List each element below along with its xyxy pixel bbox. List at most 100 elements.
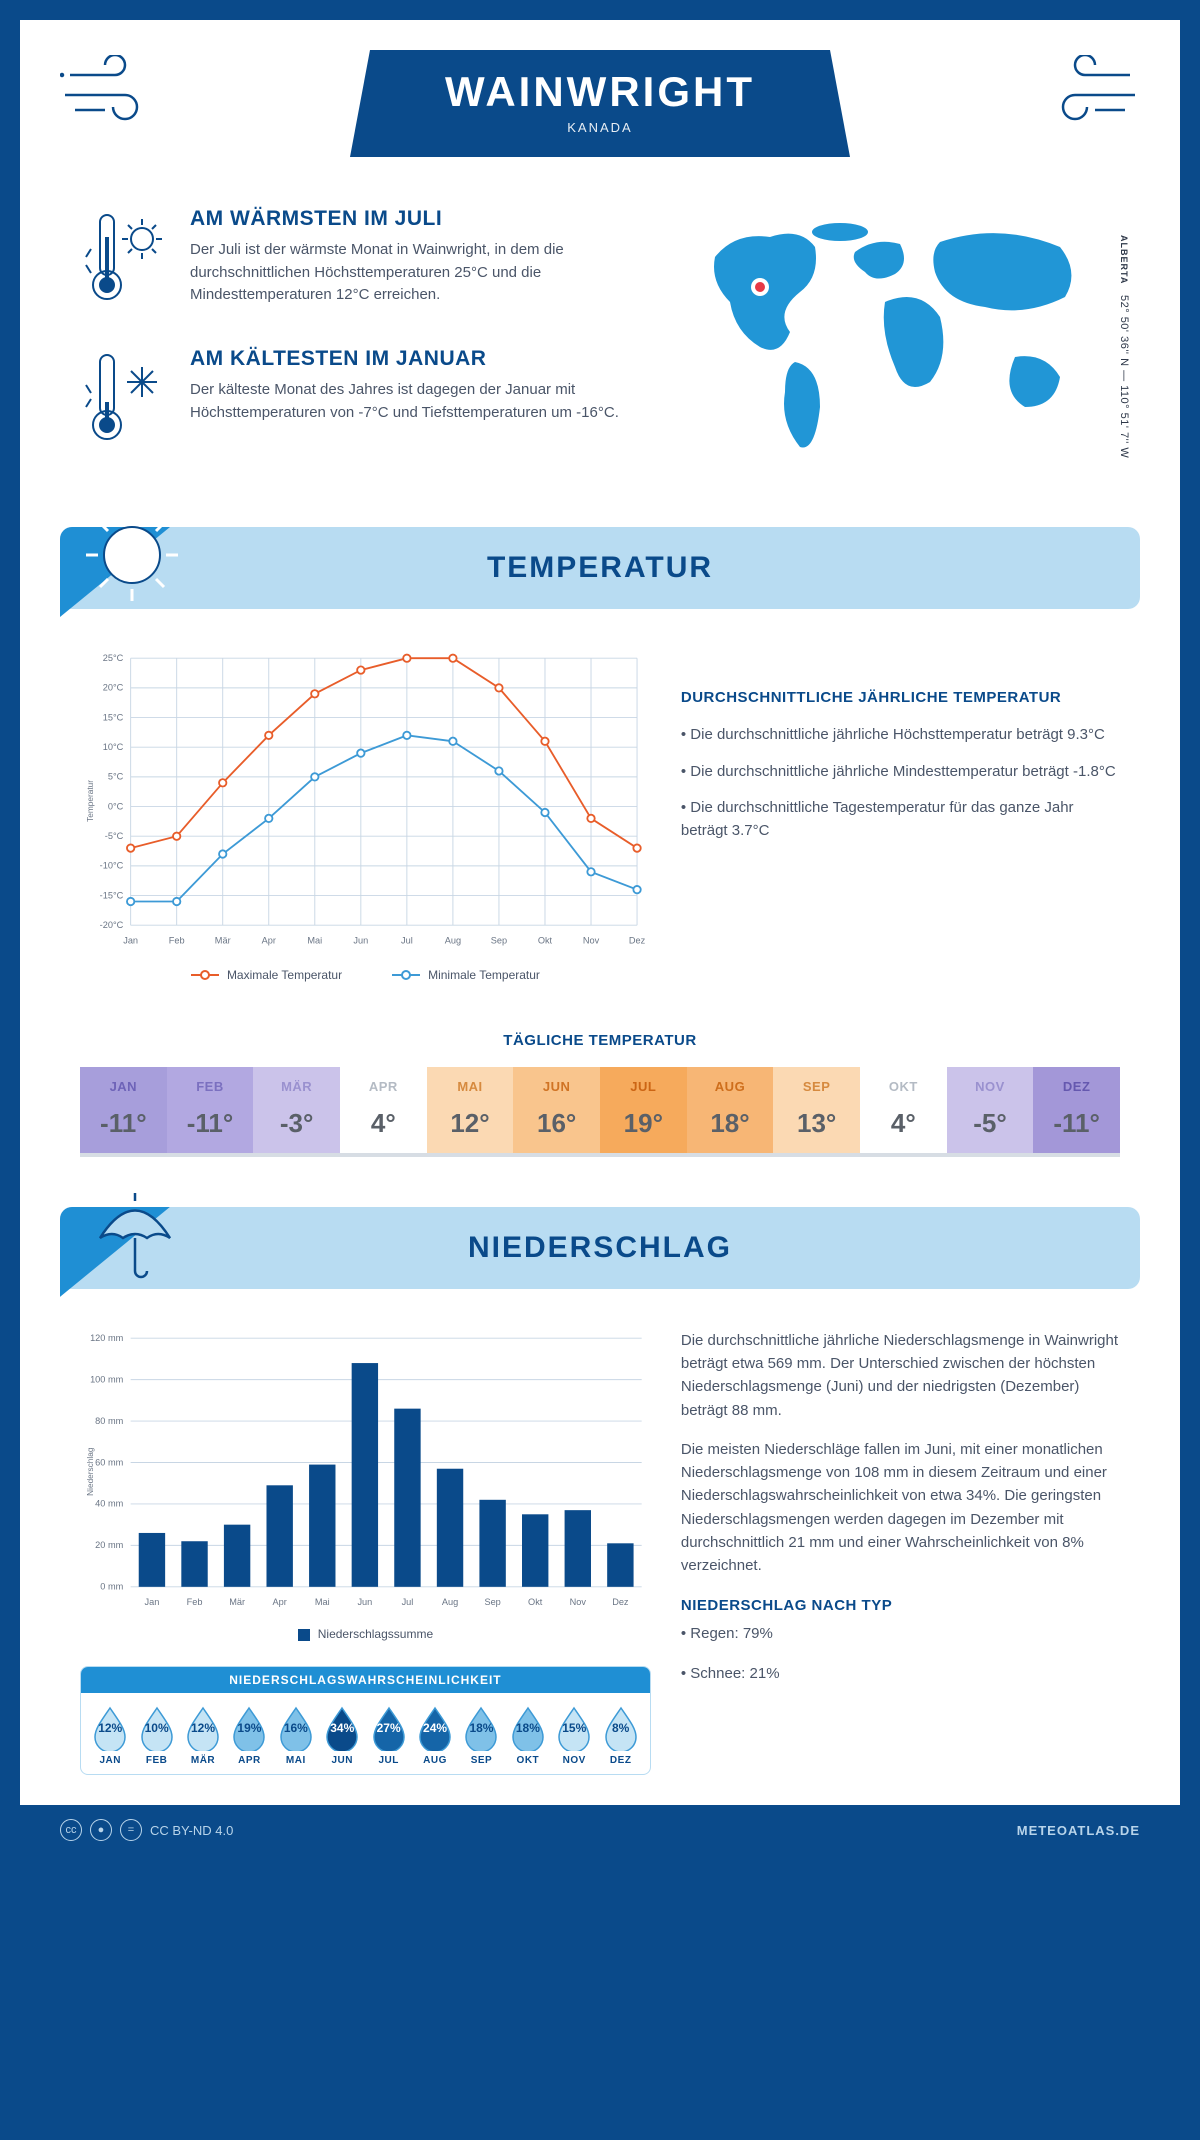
daily-cell: JUL19°	[600, 1067, 687, 1153]
daily-cell: NOV-5°	[947, 1067, 1034, 1153]
coldest-text: Der kälteste Monat des Jahres ist dagege…	[190, 379, 630, 424]
by-icon: ●	[90, 1819, 112, 1841]
wind-icon	[1040, 55, 1140, 140]
probability-box: NIEDERSCHLAGSWAHRSCHEINLICHKEIT 12% JAN …	[80, 1666, 651, 1775]
daily-cell: OKT4°	[860, 1067, 947, 1153]
probability-cell: 27% JUL	[365, 1705, 411, 1766]
svg-text:Jun: Jun	[353, 936, 368, 946]
nd-icon: =	[120, 1819, 142, 1841]
footer: cc ● = CC BY-ND 4.0 METEOATLAS.DE	[20, 1805, 1180, 1855]
svg-text:Jul: Jul	[402, 1597, 414, 1607]
cc-icon: cc	[60, 1819, 82, 1841]
svg-text:Mär: Mär	[215, 936, 231, 946]
coordinates: ALBERTA 52° 50' 36'' N — 110° 51' 7'' W	[1118, 207, 1130, 487]
wind-icon	[60, 55, 160, 140]
probability-cell: 18% OKT	[505, 1705, 551, 1766]
svg-text:Okt: Okt	[538, 936, 553, 946]
svg-text:40 mm: 40 mm	[95, 1499, 123, 1509]
daily-cell: AUG18°	[687, 1067, 774, 1153]
svg-text:Okt: Okt	[528, 1597, 543, 1607]
svg-text:Dez: Dez	[612, 1597, 629, 1607]
warmest-fact: AM WÄRMSTEN IM JULI Der Juli ist der wär…	[80, 207, 630, 312]
daily-temp-title: TÄGLICHE TEMPERATUR	[20, 1032, 1180, 1049]
svg-text:0 mm: 0 mm	[100, 1581, 123, 1591]
title-banner: WAINWRIGHT KANADA	[350, 50, 850, 157]
svg-text:-10°C: -10°C	[100, 861, 124, 871]
warmest-text: Der Juli ist der wärmste Monat in Wainwr…	[190, 239, 630, 307]
header: WAINWRIGHT KANADA	[20, 20, 1180, 167]
temperature-notes: DURCHSCHNITTLICHE JÄHRLICHE TEMPERATUR •…	[681, 649, 1120, 982]
temp-legend: Maximale Temperatur Minimale Temperatur	[80, 968, 651, 982]
country-subtitle: KANADA	[430, 120, 770, 135]
license: cc ● = CC BY-ND 4.0	[60, 1819, 233, 1841]
svg-text:Nov: Nov	[583, 936, 600, 946]
probability-cell: 12% JAN	[87, 1705, 133, 1766]
precipitation-heading: NIEDERSCHLAG	[80, 1231, 1120, 1265]
svg-text:20°C: 20°C	[103, 683, 124, 693]
city-title: WAINWRIGHT	[430, 68, 770, 116]
probability-cell: 18% SEP	[458, 1705, 504, 1766]
svg-text:Niederschlag: Niederschlag	[86, 1447, 95, 1496]
probability-cell: 10% FEB	[133, 1705, 179, 1766]
warmest-title: AM WÄRMSTEN IM JULI	[190, 207, 630, 231]
precipitation-chart: 0 mm 20 mm 40 mm 60 mm 80 mm 100 mm 120 mm Nied…	[80, 1329, 651, 1614]
probability-cell: 19% APR	[226, 1705, 272, 1766]
svg-text:-20°C: -20°C	[100, 920, 124, 930]
daily-temp-strip: JAN-11°FEB-11°MÄR-3°APR4°MAI12°JUN16°JUL…	[80, 1067, 1120, 1157]
svg-text:25°C: 25°C	[103, 653, 124, 663]
svg-text:Jul: Jul	[401, 936, 413, 946]
probability-cell: 12% MÄR	[180, 1705, 226, 1766]
svg-text:Dez: Dez	[629, 936, 646, 946]
svg-text:Temperatur: Temperatur	[86, 780, 95, 822]
precipitation-text: Die durchschnittliche jährliche Niedersc…	[681, 1329, 1120, 1775]
svg-text:5°C: 5°C	[108, 772, 124, 782]
daily-cell: APR4°	[340, 1067, 427, 1153]
temperature-heading: TEMPERATUR	[80, 551, 1120, 585]
svg-text:60 mm: 60 mm	[95, 1457, 123, 1467]
svg-text:-15°C: -15°C	[100, 890, 124, 900]
umbrella-icon	[80, 1183, 190, 1293]
svg-text:120 mm: 120 mm	[90, 1333, 124, 1343]
coldest-title: AM KÄLTESTEN IM JANUAR	[190, 347, 630, 371]
svg-text:20 mm: 20 mm	[95, 1540, 123, 1550]
intro-section: AM WÄRMSTEN IM JULI Der Juli ist der wär…	[20, 167, 1180, 517]
sun-icon	[80, 503, 190, 613]
svg-text:Mai: Mai	[307, 936, 322, 946]
daily-cell: JUN16°	[513, 1067, 600, 1153]
svg-text:Jan: Jan	[145, 1597, 160, 1607]
daily-cell: SEP13°	[773, 1067, 860, 1153]
temperature-chart: -20°C-15°C-10°C-5°C0°C5°C10°C15°C20°C25°…	[80, 649, 651, 982]
svg-text:Sep: Sep	[484, 1597, 500, 1607]
site-name: METEOATLAS.DE	[1017, 1823, 1140, 1838]
svg-text:Nov: Nov	[570, 1597, 587, 1607]
precipitation-banner: NIEDERSCHLAG	[60, 1207, 1140, 1289]
svg-text:Jan: Jan	[123, 936, 138, 946]
daily-cell: DEZ-11°	[1033, 1067, 1120, 1153]
daily-cell: FEB-11°	[167, 1067, 254, 1153]
daily-cell: JAN-11°	[80, 1067, 167, 1153]
thermometer-snow-icon	[80, 347, 170, 452]
svg-text:10°C: 10°C	[103, 742, 124, 752]
svg-text:Feb: Feb	[187, 1597, 203, 1607]
svg-text:Apr: Apr	[262, 936, 276, 946]
world-map	[685, 207, 1105, 457]
probability-cell: 24% AUG	[412, 1705, 458, 1766]
probability-cell: 16% MAI	[273, 1705, 319, 1766]
probability-cell: 15% NOV	[551, 1705, 597, 1766]
precip-legend: Niederschlagssumme	[80, 1627, 651, 1641]
svg-text:15°C: 15°C	[103, 712, 124, 722]
svg-text:Aug: Aug	[442, 1597, 458, 1607]
svg-text:0°C: 0°C	[108, 801, 124, 811]
thermometer-sun-icon	[80, 207, 170, 312]
probability-cell: 34% JUN	[319, 1705, 365, 1766]
svg-text:100 mm: 100 mm	[90, 1374, 124, 1384]
daily-cell: MAI12°	[427, 1067, 514, 1153]
svg-text:Aug: Aug	[445, 936, 461, 946]
temperature-banner: TEMPERATUR	[60, 527, 1140, 609]
svg-text:Mai: Mai	[315, 1597, 330, 1607]
svg-text:Mär: Mär	[229, 1597, 245, 1607]
svg-text:Apr: Apr	[273, 1597, 287, 1607]
probability-title: NIEDERSCHLAGSWAHRSCHEINLICHKEIT	[81, 1667, 650, 1693]
svg-text:Feb: Feb	[169, 936, 185, 946]
svg-text:80 mm: 80 mm	[95, 1416, 123, 1426]
